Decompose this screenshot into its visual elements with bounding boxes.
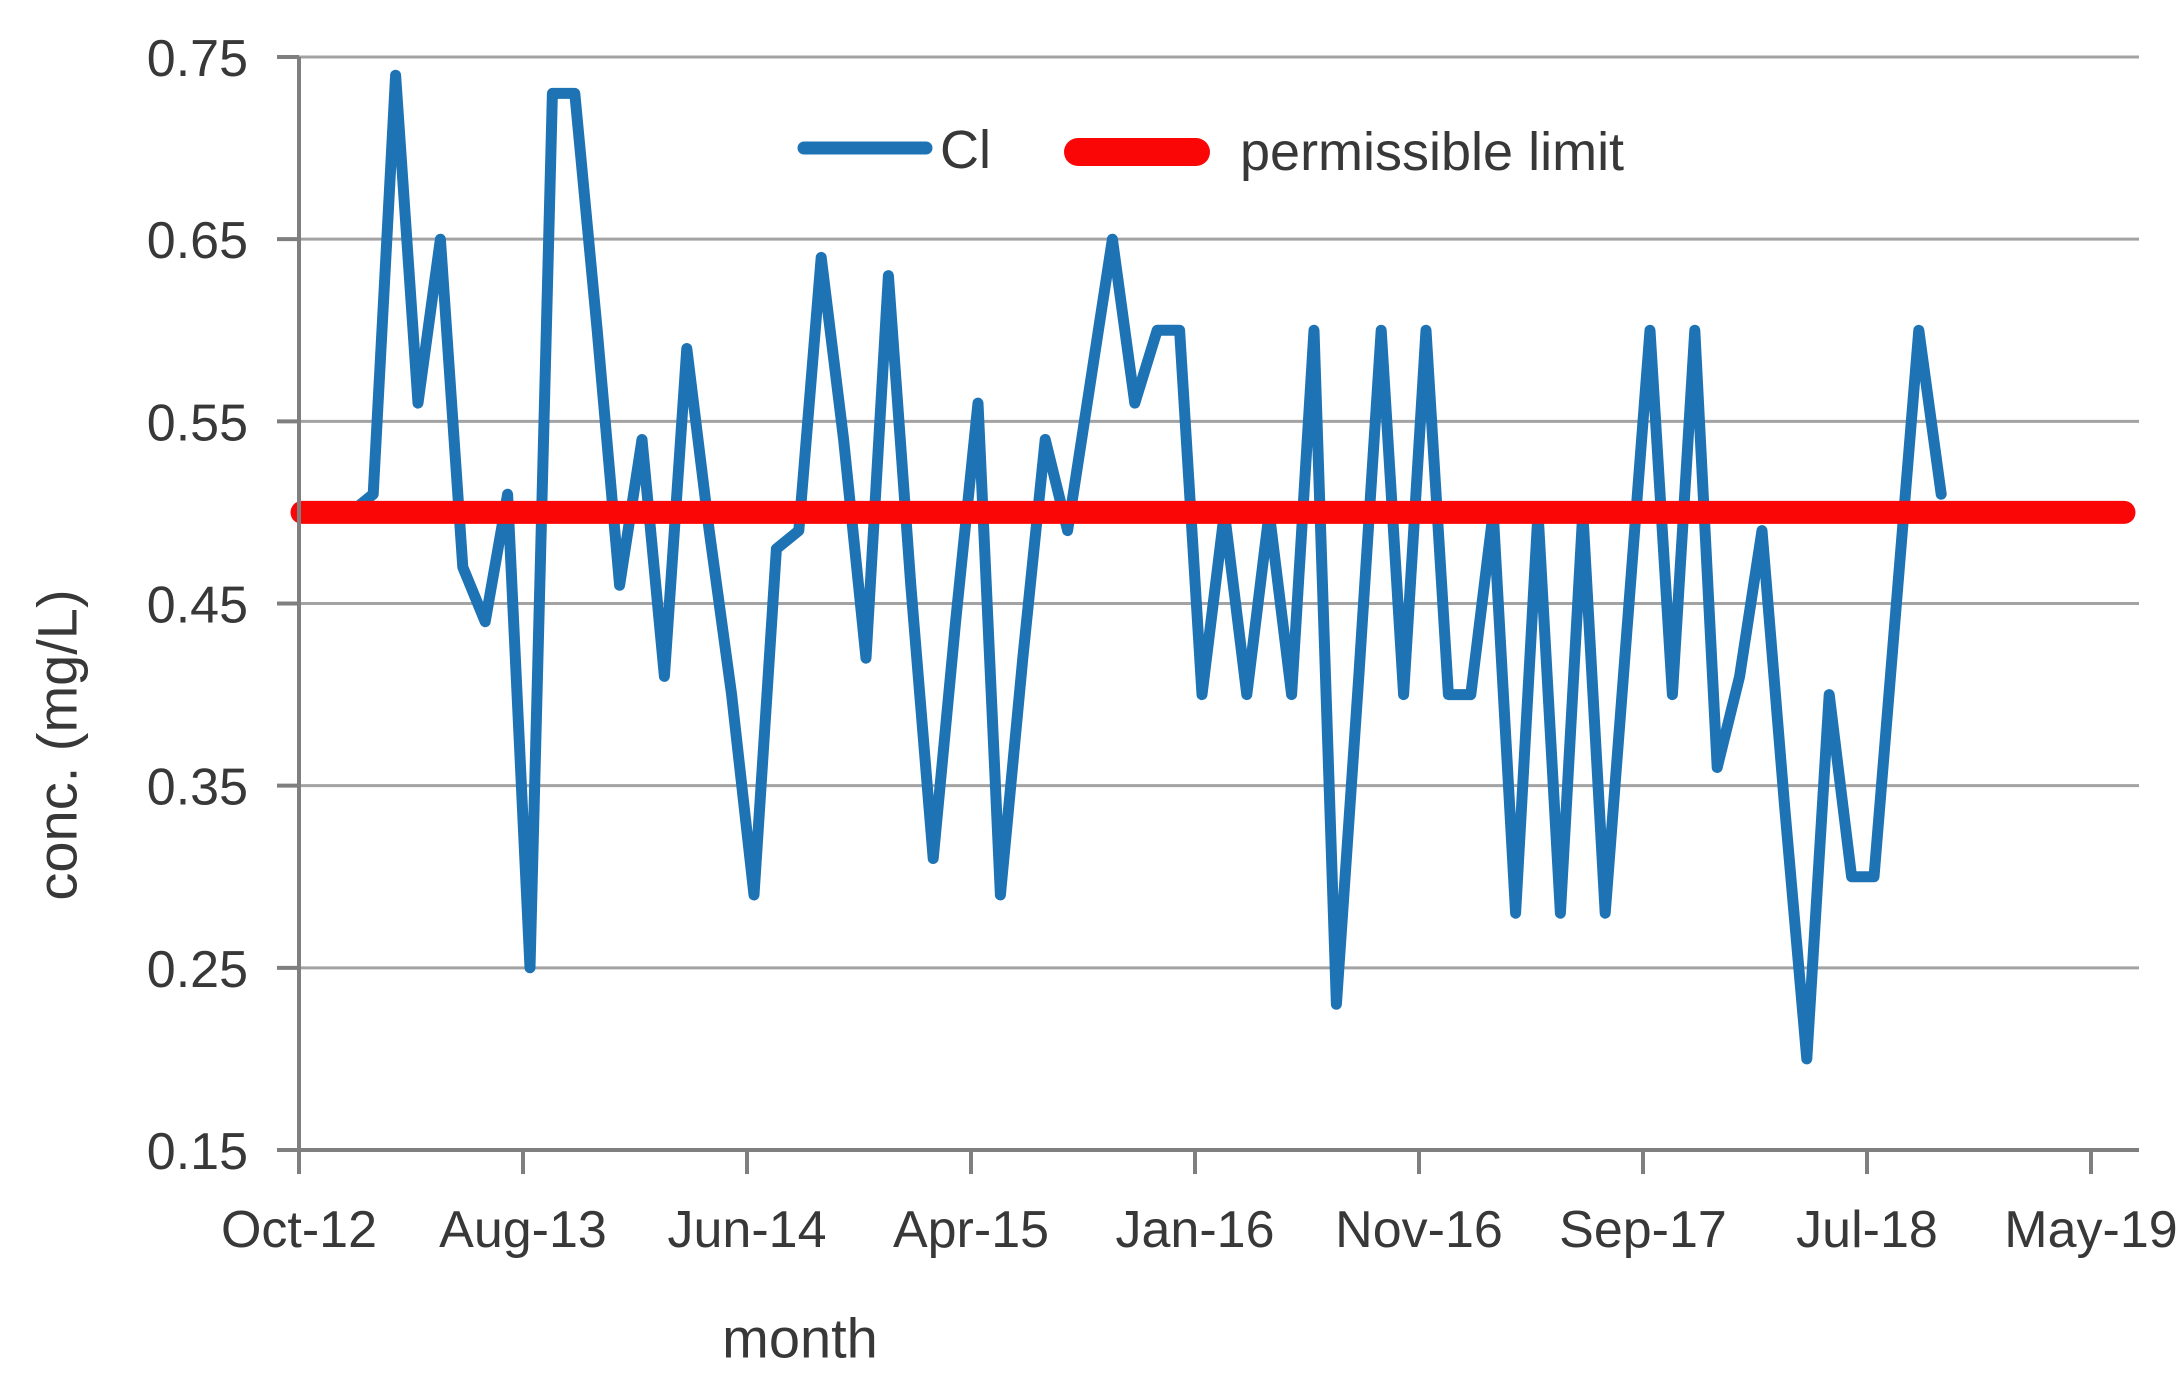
x-axis-title: month	[722, 1307, 878, 1370]
y-axis-title: conc. (mg/L)	[26, 589, 89, 900]
x-tick-label: Jun-14	[668, 1201, 827, 1259]
legend: Cl permissible limit	[797, 120, 1624, 182]
cl-series-line	[300, 69, 1947, 1065]
y-tick-label: 0.25	[147, 941, 248, 999]
legend-limit-label: permissible limit	[1240, 122, 1624, 182]
series-layer	[290, 69, 2136, 1065]
x-tick-label: Aug-13	[439, 1201, 607, 1259]
axes-layer	[277, 55, 2139, 1174]
x-tick-label: Sep-17	[1559, 1201, 1727, 1259]
x-tick-label: Apr-15	[893, 1201, 1049, 1259]
x-tick-label: Jan-16	[1116, 1201, 1275, 1259]
legend-cl-label: Cl	[940, 120, 991, 180]
x-tick-label: Nov-16	[1335, 1201, 1503, 1259]
y-tick-label: 0.35	[147, 759, 248, 817]
y-tick-label: 0.45	[147, 577, 248, 635]
x-tick-label: Oct-12	[221, 1201, 377, 1259]
y-tick-label: 0.55	[147, 394, 248, 452]
y-tick-label: 0.65	[147, 212, 248, 270]
x-tick-label: May-19	[2004, 1201, 2177, 1259]
y-tick-label: 0.75	[147, 30, 248, 88]
x-tick-label: Jul-18	[1796, 1201, 1938, 1259]
y-tick-label: 0.15	[147, 1123, 248, 1181]
tick-labels-layer: 0.75 0.65 0.55 0.45 0.35 0.25 0.15 Oct-12 Aug-13…	[147, 30, 2178, 1259]
